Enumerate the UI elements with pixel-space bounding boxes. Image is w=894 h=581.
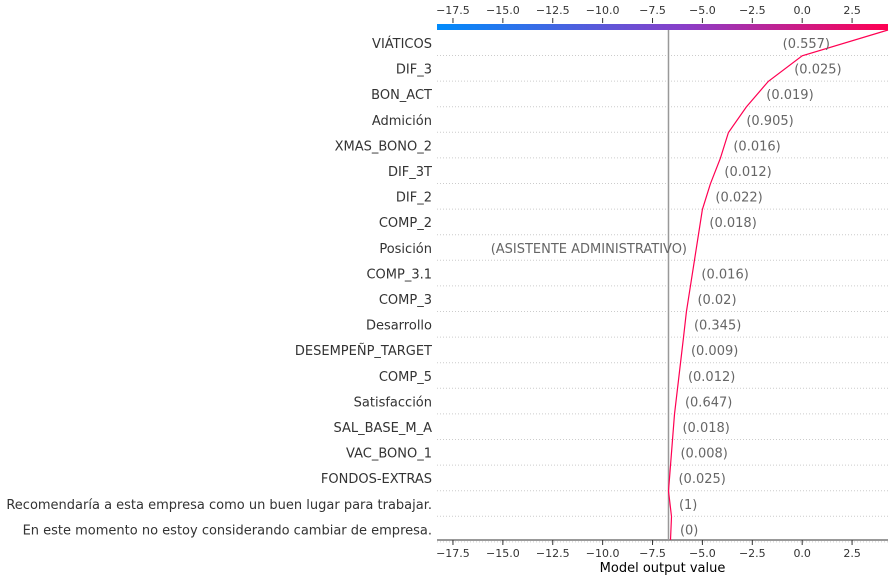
- value-annotation: (0.345): [694, 319, 741, 334]
- feature-label: VIÁTICOS: [372, 36, 432, 52]
- feature-label: En este momento no estoy considerando ca…: [23, 523, 432, 538]
- value-annotation: (ASISTENTE ADMINISTRATIVO): [491, 242, 687, 257]
- feature-label: Admición: [372, 114, 432, 129]
- bottom-tick-label: −12.5: [536, 547, 570, 560]
- bottom-tick-label: −10.0: [586, 547, 620, 560]
- value-annotation: (0.018): [682, 421, 729, 436]
- top-tick-label: −12.5: [536, 4, 570, 17]
- value-annotation: (0.647): [685, 395, 732, 410]
- feature-label: DIF_3: [396, 63, 432, 78]
- top-tick-label: −5.0: [689, 4, 716, 17]
- feature-label: Posición: [379, 242, 432, 257]
- value-annotation: (0.012): [688, 370, 735, 385]
- top-tick-label: −15.0: [486, 4, 520, 17]
- feature-labels: VIÁTICOS DIF_3 BON_ACT Admición XMAS_BONO_2 D…: [6, 36, 432, 538]
- feature-label: COMP_5: [379, 370, 432, 385]
- feature-label: Satisfacción: [354, 395, 432, 410]
- feature-label: SAL_BASE_M_A: [333, 421, 432, 436]
- value-annotation: (0.025): [678, 472, 725, 487]
- feature-label: COMP_3: [379, 293, 432, 308]
- bottom-tick-label: −7.5: [639, 547, 666, 560]
- feature-label: DIF_2: [396, 191, 432, 206]
- value-annotation: (0.019): [766, 88, 813, 103]
- feature-label: COMP_2: [379, 216, 432, 231]
- feature-label: Desarrollo: [366, 319, 432, 334]
- gridlines: [437, 55, 888, 543]
- bottom-tick-label: −15.0: [486, 547, 520, 560]
- value-annotation: (0.009): [691, 344, 738, 359]
- feature-label: COMP_3.1: [366, 267, 432, 282]
- feature-label: FONDOS-EXTRAS: [321, 472, 432, 487]
- value-annotation: (0.018): [709, 216, 756, 231]
- value-annotation: (0.02): [697, 293, 736, 308]
- value-annotations: (0.557) (0.025) (0.019) (0.905) (0.016) (0.01…: [491, 37, 842, 538]
- top-tick-label: −10.0: [586, 4, 620, 17]
- value-annotation: (0.016): [701, 267, 748, 282]
- feature-label: VAC_BONO_1: [346, 447, 432, 462]
- top-tick-label: 0.0: [793, 4, 811, 17]
- x-axis-label: Model output value: [600, 561, 726, 576]
- value-annotation: (0.557): [783, 37, 830, 52]
- bottom-tick-label: −17.5: [436, 547, 470, 560]
- feature-label: Recomendaría a esta empresa como un buen…: [6, 498, 432, 513]
- decision-path: [667, 29, 889, 541]
- value-annotation: (0.905): [746, 114, 793, 129]
- top-tick-label: 2.5: [843, 4, 861, 17]
- top-tick-label: −2.5: [739, 4, 766, 17]
- bottom-tick-label: 2.5: [843, 547, 861, 560]
- x-axes: −17.5 −17.5 −15.0 −15.0 −12.5 −12.5 −10.0 −10.0…: [436, 4, 888, 560]
- value-annotation: (0.008): [680, 447, 727, 462]
- value-annotation: (0.012): [724, 165, 771, 180]
- top-tick-label: −17.5: [436, 4, 470, 17]
- bottom-tick-label: 0.0: [793, 547, 811, 560]
- feature-label: XMAS_BONO_2: [335, 139, 432, 154]
- value-annotation: (0.016): [733, 139, 780, 154]
- feature-label: DIF_3T: [388, 165, 432, 180]
- value-annotation: (1): [679, 498, 697, 513]
- top-tick-label: −7.5: [639, 4, 666, 17]
- value-annotation: (0.022): [715, 191, 762, 206]
- feature-label: BON_ACT: [371, 88, 432, 103]
- bottom-tick-label: −2.5: [739, 547, 766, 560]
- bottom-tick-label: −5.0: [689, 547, 716, 560]
- colorbar: [437, 24, 888, 30]
- feature-label: DESEMPEÑP_TARGET: [295, 343, 432, 359]
- value-annotation: (0): [680, 523, 698, 538]
- value-annotation: (0.025): [794, 63, 841, 78]
